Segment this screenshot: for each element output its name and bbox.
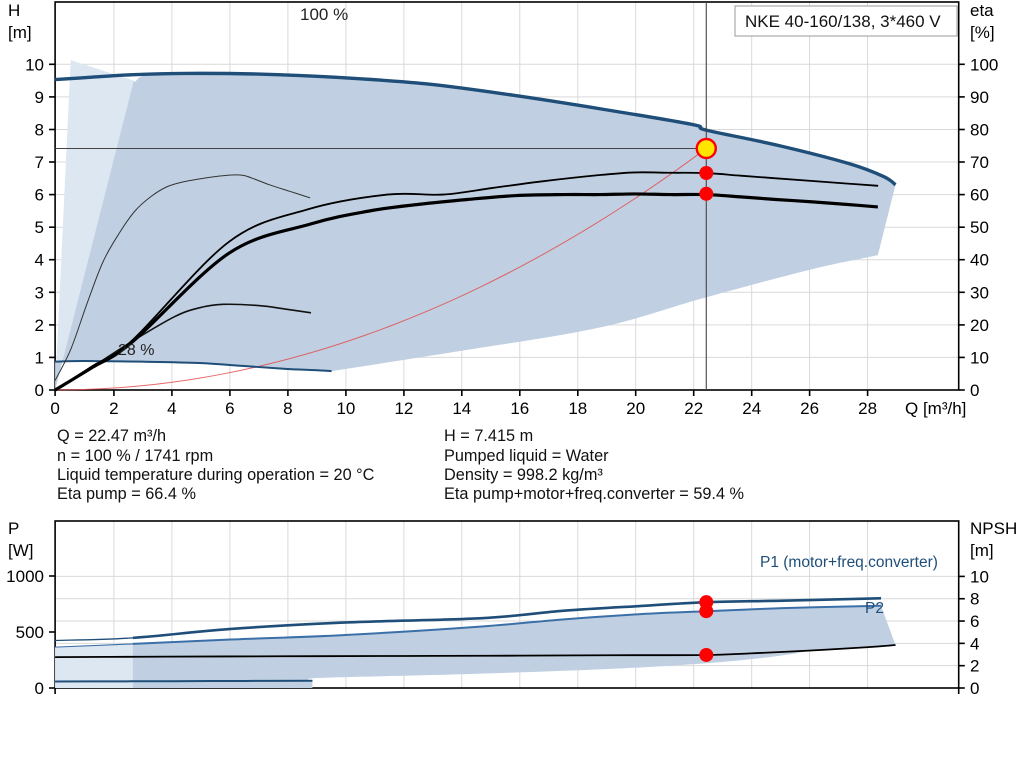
svg-text:16: 16 <box>510 399 529 418</box>
svg-text:10: 10 <box>336 399 355 418</box>
svg-text:3: 3 <box>35 283 44 302</box>
svg-text:P1 (motor+freq.converter): P1 (motor+freq.converter) <box>760 554 938 571</box>
svg-text:1000: 1000 <box>6 567 44 586</box>
svg-text:10: 10 <box>970 567 989 586</box>
svg-text:eta: eta <box>970 1 994 20</box>
svg-text:40: 40 <box>970 251 989 270</box>
svg-text:[%]: [%] <box>970 23 995 42</box>
svg-text:100: 100 <box>970 55 998 74</box>
svg-text:H = 7.415 m: H = 7.415 m <box>444 427 533 445</box>
svg-text:P2: P2 <box>865 600 884 617</box>
svg-text:60: 60 <box>970 186 989 205</box>
svg-text:7: 7 <box>35 153 44 172</box>
svg-text:Eta pump+motor+freq.converter: Eta pump+motor+freq.converter = 59.4 % <box>444 485 744 503</box>
svg-text:500: 500 <box>16 623 44 642</box>
svg-text:2: 2 <box>109 399 118 418</box>
svg-text:50: 50 <box>970 218 989 237</box>
svg-text:2: 2 <box>970 657 979 676</box>
svg-text:0: 0 <box>50 399 59 418</box>
svg-text:12: 12 <box>394 399 413 418</box>
svg-text:6: 6 <box>970 612 979 631</box>
svg-text:6: 6 <box>225 399 234 418</box>
svg-text:P: P <box>8 519 19 538</box>
svg-text:Eta pump = 66.4 %: Eta pump = 66.4 % <box>57 485 196 503</box>
svg-text:[W]: [W] <box>8 541 34 560</box>
svg-text:4: 4 <box>35 251 44 270</box>
svg-text:[m]: [m] <box>8 23 32 42</box>
svg-text:2: 2 <box>35 316 44 335</box>
svg-text:NKE 40-160/138, 3*460 V: NKE 40-160/138, 3*460 V <box>745 12 941 31</box>
svg-text:9: 9 <box>35 88 44 107</box>
svg-text:14: 14 <box>452 399 471 418</box>
svg-text:10: 10 <box>25 55 44 74</box>
svg-text:4: 4 <box>970 634 979 653</box>
svg-text:0: 0 <box>970 679 979 698</box>
svg-text:5: 5 <box>35 218 44 237</box>
svg-text:0: 0 <box>970 381 979 400</box>
svg-text:1: 1 <box>35 348 44 367</box>
svg-text:22: 22 <box>684 399 703 418</box>
svg-text:Density = 998.2 kg/m³: Density = 998.2 kg/m³ <box>444 466 603 484</box>
svg-text:10: 10 <box>970 348 989 367</box>
svg-text:NPSH: NPSH <box>970 519 1017 538</box>
svg-text:70: 70 <box>970 153 989 172</box>
svg-text:28 %: 28 % <box>118 342 154 359</box>
svg-text:90: 90 <box>970 88 989 107</box>
svg-text:24: 24 <box>742 399 761 418</box>
svg-text:0: 0 <box>35 381 44 400</box>
svg-text:20: 20 <box>626 399 645 418</box>
svg-text:Liquid temperature during oper: Liquid temperature during operation = 20… <box>57 466 375 484</box>
svg-text:28: 28 <box>858 399 877 418</box>
svg-text:Q [m³/h]: Q [m³/h] <box>905 399 966 418</box>
svg-text:100 %: 100 % <box>300 5 348 24</box>
svg-text:Pumped liquid = Water: Pumped liquid = Water <box>444 447 609 465</box>
svg-text:4: 4 <box>167 399 176 418</box>
svg-text:20: 20 <box>970 316 989 335</box>
svg-text:8: 8 <box>35 121 44 140</box>
svg-text:Q = 22.47 m³/h: Q = 22.47 m³/h <box>57 427 166 445</box>
svg-text:H: H <box>8 1 20 20</box>
svg-text:0: 0 <box>35 679 44 698</box>
svg-text:n = 100 % / 1741 rpm: n = 100 % / 1741 rpm <box>57 447 213 465</box>
svg-text:26: 26 <box>800 399 819 418</box>
svg-text:80: 80 <box>970 121 989 140</box>
svg-text:18: 18 <box>568 399 587 418</box>
svg-text:8: 8 <box>970 590 979 609</box>
svg-text:[m]: [m] <box>970 541 994 560</box>
svg-text:30: 30 <box>970 283 989 302</box>
svg-text:6: 6 <box>35 186 44 205</box>
svg-text:8: 8 <box>283 399 292 418</box>
